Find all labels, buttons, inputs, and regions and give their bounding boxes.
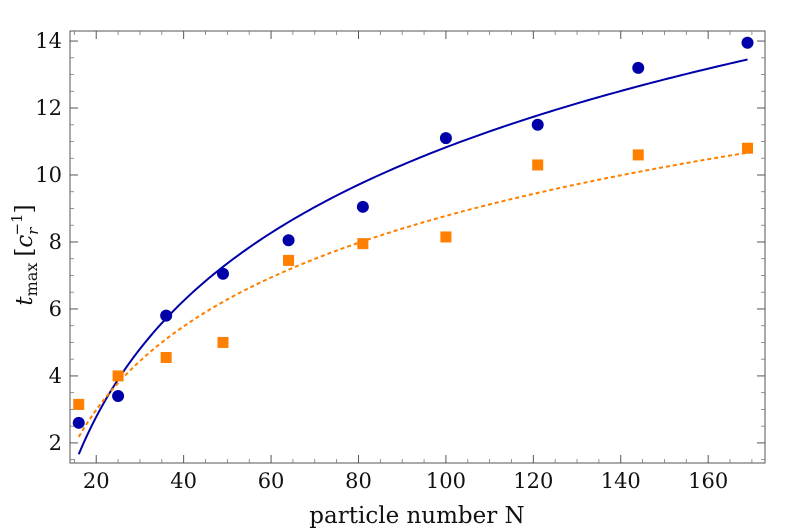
y-axis-label: tmax [cr−1] <box>8 204 42 305</box>
x-tick-label: 60 <box>258 469 285 493</box>
orange-square-point <box>160 352 172 364</box>
orange-dashed-fit-line <box>77 151 748 438</box>
blue-circle-point <box>531 118 544 131</box>
x-axis-label: particle number N <box>309 503 524 529</box>
x-tick-label: 20 <box>83 469 110 493</box>
x-tick-label: 40 <box>170 469 197 493</box>
orange-square-point <box>532 159 544 171</box>
y-tick-label: 8 <box>49 230 62 254</box>
x-tick-label: 120 <box>513 469 553 493</box>
blue-circle-point <box>439 132 452 145</box>
orange-square-point <box>217 336 229 348</box>
x-tick-label: 160 <box>688 469 728 493</box>
y-tick-label: 10 <box>35 163 62 187</box>
orange-square-point <box>283 254 295 266</box>
orange-square-point <box>73 398 85 410</box>
blue-circle-point <box>741 36 754 49</box>
x-tick-label: 100 <box>426 469 466 493</box>
x-tick-label: 140 <box>601 469 641 493</box>
y-label-unit-subscript: r <box>24 227 42 235</box>
blue-circle-point <box>160 309 173 322</box>
x-tick-label: 80 <box>345 469 372 493</box>
tick-labels: 20 40 60 80 100 120 140 160 2 4 6 8 10 12 14 <box>35 29 728 493</box>
blue-circle-point <box>216 267 229 280</box>
blue-solid-fit-line <box>77 58 748 455</box>
y-tick-label: 6 <box>49 297 62 321</box>
y-label-bracket-close: ] <box>12 204 38 213</box>
axes-frame <box>69 30 766 464</box>
y-label-main: t <box>12 296 38 306</box>
blue-circle-point <box>282 234 295 247</box>
blue-circle-point <box>112 390 125 403</box>
y-tick-label: 4 <box>49 364 62 388</box>
y-label-unit-letter: c <box>12 235 38 248</box>
orange-square-point <box>357 238 369 250</box>
blue-circle-point <box>72 416 85 429</box>
data-points <box>72 36 754 429</box>
y-label-unit-superscript: −1 <box>8 213 26 235</box>
y-tick-label: 2 <box>49 431 62 455</box>
blue-circle-point <box>632 61 645 74</box>
y-tick-label: 12 <box>35 96 62 120</box>
orange-square-point <box>742 142 754 154</box>
plot-frame <box>69 30 766 464</box>
y-label-subscript: max <box>22 263 41 297</box>
orange-square-point <box>112 370 124 382</box>
y-label-bracket-open: [ <box>12 248 38 257</box>
svg-text:tmax[cr−1]: tmax [cr−1] <box>8 204 42 305</box>
orange-square-point <box>440 231 452 243</box>
y-tick-label: 14 <box>35 29 62 53</box>
fit-curves <box>77 58 748 455</box>
orange-square-point <box>632 149 644 161</box>
blue-circle-point <box>356 200 369 213</box>
